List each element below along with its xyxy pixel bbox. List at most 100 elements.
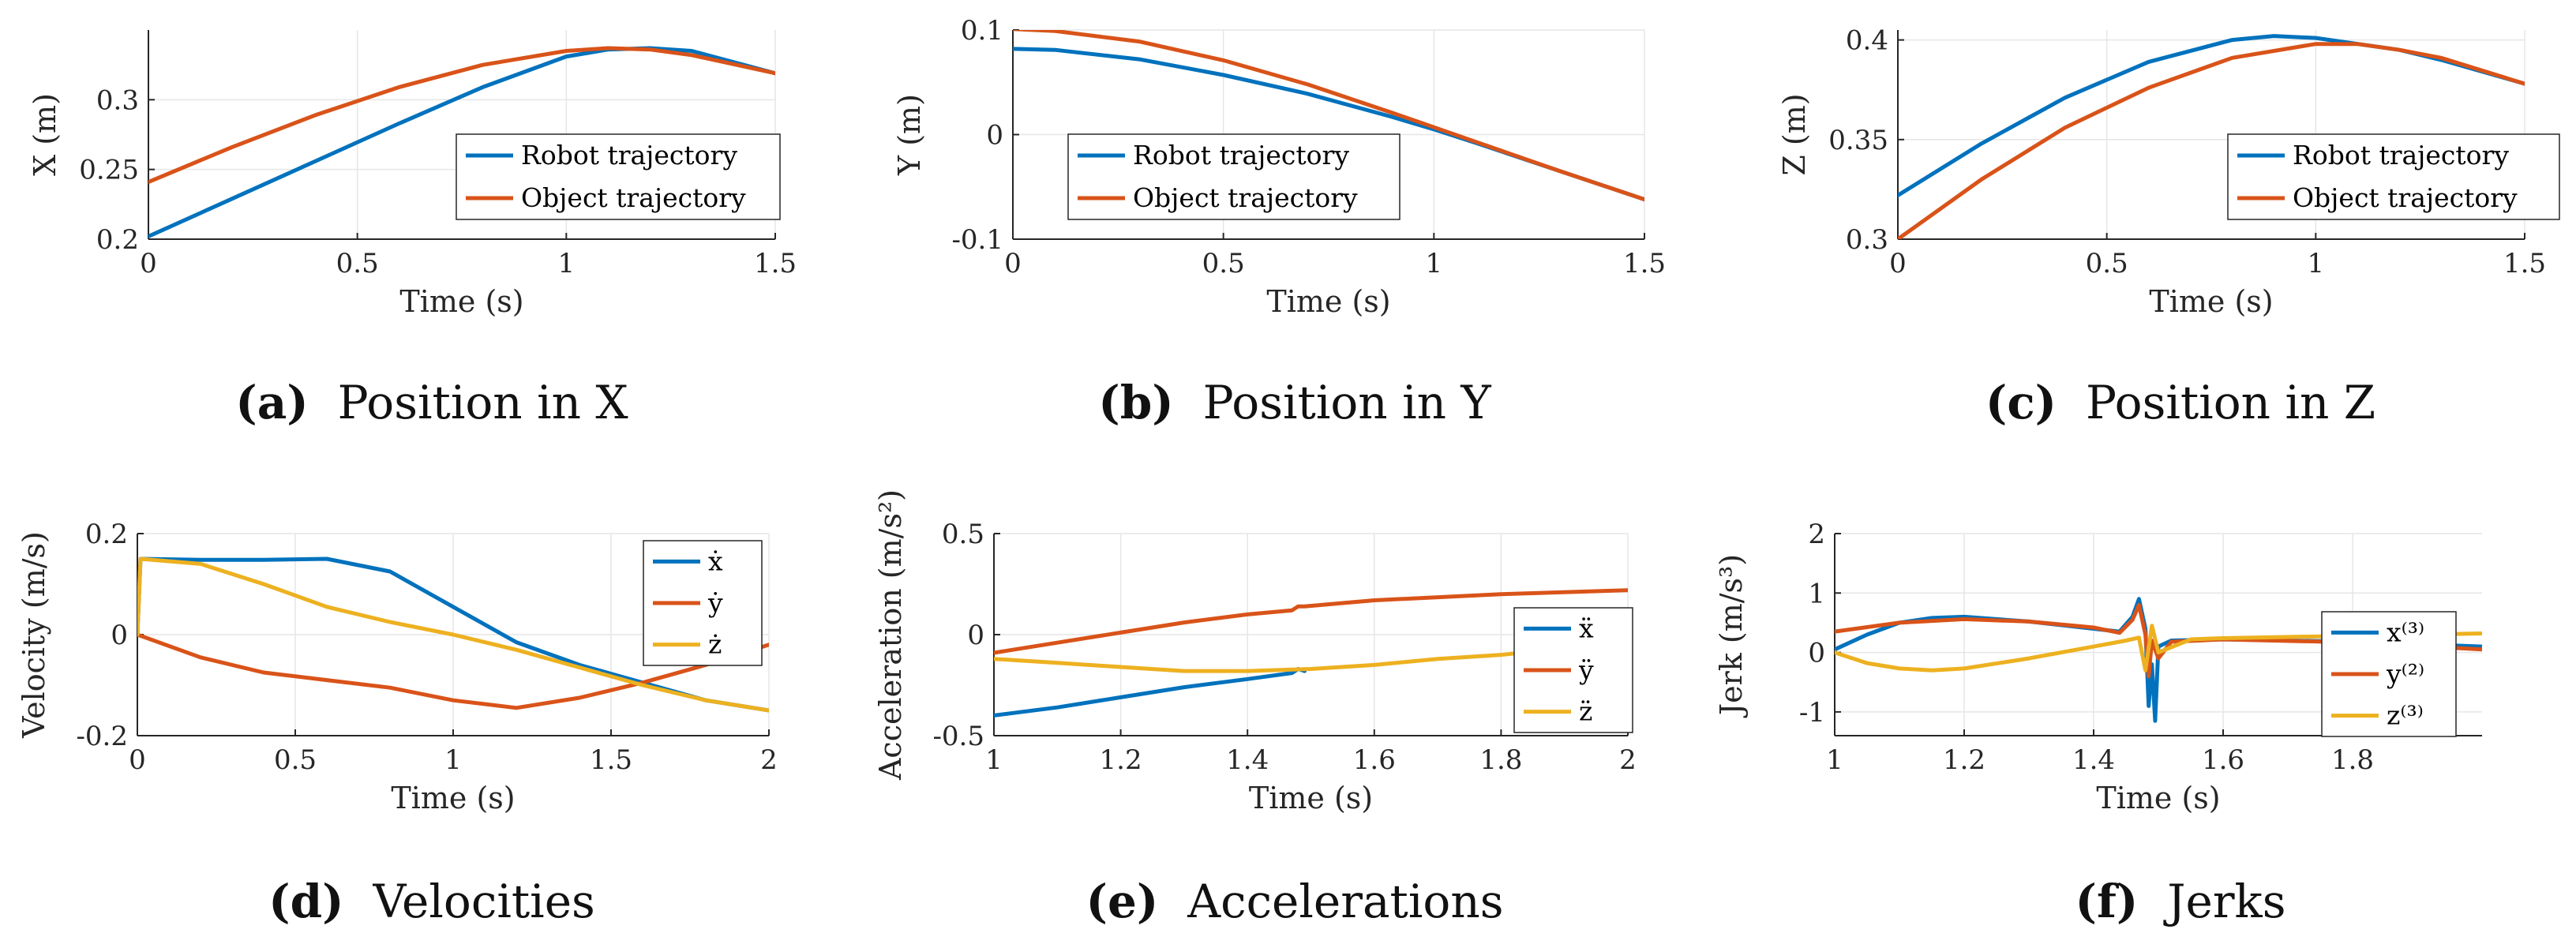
y-tick-label: -0.5 <box>932 721 984 752</box>
y-tick-label: 1 <box>1808 578 1825 609</box>
x-tick-label: 1 <box>558 248 576 279</box>
x-tick-label: 2 <box>760 744 778 776</box>
series-line-1 <box>994 667 1307 718</box>
y-axis-label: X (m) <box>28 93 62 176</box>
caption: (c) Position in Z <box>1985 376 2375 429</box>
y-axis-label: Y (m) <box>892 94 927 176</box>
x-tick-label: 1.8 <box>2331 744 2374 776</box>
legend-label: x⁽³⁾ <box>2387 616 2424 647</box>
x-tick-label: 0 <box>1889 248 1907 279</box>
caption-letter: (e) <box>1086 875 1159 928</box>
x-axis-label: Time (s) <box>391 781 515 815</box>
y-tick-label: 0.4 <box>1846 25 1888 57</box>
series-line-1 <box>137 556 769 713</box>
caption: (b) Position in Y <box>1098 376 1491 429</box>
legend-label: ẋ <box>708 545 723 576</box>
legend-label: ẍ <box>1579 613 1594 643</box>
y-tick-label: -0.1 <box>951 224 1003 256</box>
caption-text: Position in Z <box>2086 376 2375 429</box>
series-line-2 <box>1013 30 1644 202</box>
legend-box <box>456 133 781 220</box>
x-axis-label: Time (s) <box>1249 781 1373 815</box>
x-axis-label: Time (s) <box>2149 284 2273 319</box>
chart-a: 0 0.5 1 1.5 0.2 0.25 0.3 Time (s) X (m) Robot tra… <box>28 30 797 429</box>
y-tick-label: 0 <box>111 620 128 651</box>
y-axis-label: Jerk (m/s³) <box>1714 554 1749 718</box>
x-tick-label: 1 <box>444 744 462 776</box>
caption: (a) Position in X <box>235 376 628 429</box>
x-tick-label: 1 <box>1826 744 1843 776</box>
x-tick-label: 1.2 <box>1943 744 1985 776</box>
caption: (e) Accelerations <box>1086 875 1504 928</box>
caption: (f) Jerks <box>2075 875 2286 928</box>
legend-label: Robot trajectory <box>521 140 737 170</box>
caption: (d) Velocities <box>268 875 595 928</box>
legend-label: ẏ <box>707 587 723 618</box>
x-tick-label: 0.5 <box>274 744 317 776</box>
y-tick-label: 0 <box>986 120 1003 152</box>
series-line-3 <box>137 556 769 713</box>
y-tick-label: 0.1 <box>961 15 1003 47</box>
x-tick-label: 1.5 <box>1623 248 1666 279</box>
x-axis-label: Time (s) <box>1266 284 1390 319</box>
legend-box <box>2227 133 2560 220</box>
caption-text: Position in X <box>338 376 629 429</box>
caption-text: Velocities <box>372 875 594 928</box>
x-tick-label: 1 <box>1426 248 1443 279</box>
x-tick-label: 1.6 <box>2202 744 2244 776</box>
x-tick-label: 2 <box>1619 744 1637 776</box>
legend-label: Object trajectory <box>1133 182 1358 213</box>
legend-label: Robot trajectory <box>1133 140 1349 170</box>
x-tick-label: 1 <box>985 744 1003 776</box>
x-tick-label: 0.5 <box>2086 248 2128 279</box>
y-tick-label: 0.2 <box>85 519 128 550</box>
series-line-2 <box>1898 42 2525 239</box>
y-axis-label: Z (m) <box>1777 93 1812 175</box>
x-tick-label: 1 <box>2308 248 2325 279</box>
x-tick-label: 0.5 <box>1202 248 1245 279</box>
x-tick-label: 1.8 <box>1479 744 1522 776</box>
chart-c: 0 0.5 1 1.5 0.3 0.35 0.4 Time (s) Z (m) Robot tra… <box>1777 25 2560 429</box>
y-tick-label: 0 <box>1808 638 1825 669</box>
x-tick-label: 0 <box>1004 248 1022 279</box>
y-tick-label: -0.2 <box>76 721 128 752</box>
caption-text: Jerks <box>2163 875 2285 928</box>
legend-label: ÿ <box>1578 654 1594 685</box>
series-line-3 <box>1835 624 2482 673</box>
x-tick-label: 1.2 <box>1100 744 1142 776</box>
x-tick-label: 1.5 <box>754 248 797 279</box>
x-axis-label: Time (s) <box>2096 781 2220 815</box>
caption-letter: (b) <box>1098 376 1173 429</box>
x-tick-label: 1.5 <box>2503 248 2546 279</box>
caption-text: Accelerations <box>1187 875 1503 928</box>
x-tick-label: 0 <box>140 248 157 279</box>
legend-box <box>1067 133 1400 220</box>
y-tick-label: 0.35 <box>1828 125 1888 156</box>
y-tick-label: 2 <box>1808 519 1825 550</box>
caption-letter: (d) <box>268 875 343 928</box>
y-tick-label: -1 <box>1799 697 1825 729</box>
y-tick-label: 0.3 <box>96 84 139 116</box>
y-tick-label: 0 <box>967 620 984 651</box>
caption-letter: (a) <box>235 376 308 429</box>
x-tick-label: 1.4 <box>1226 744 1269 776</box>
caption-letter: (c) <box>1985 376 2057 429</box>
legend-label: y⁽²⁾ <box>2386 658 2424 689</box>
series-line-2 <box>994 588 1628 655</box>
series-line-2 <box>148 46 775 185</box>
chart-f: 1 1.2 1.4 1.6 1.8 -1 0 1 2 Time (s) Jerk (m/s³) x⁽³… <box>1714 519 2482 928</box>
y-tick-label: 0.25 <box>79 155 139 186</box>
caption-letter: (f) <box>2075 875 2139 928</box>
x-axis-label: Time (s) <box>399 284 523 319</box>
y-axis-label: Velocity (m/s) <box>17 531 51 739</box>
series-line-1 <box>148 46 775 238</box>
caption-text: Position in Y <box>1203 376 1492 429</box>
x-tick-label: 1.6 <box>1353 744 1396 776</box>
series-line-2 <box>137 632 769 710</box>
y-tick-label: 0.3 <box>1846 224 1888 256</box>
series-line-3 <box>994 649 1542 673</box>
chart-e: 1 1.2 1.4 1.6 1.8 2 -0.5 0 0.5 Time (s) Accelerati… <box>873 489 1637 928</box>
